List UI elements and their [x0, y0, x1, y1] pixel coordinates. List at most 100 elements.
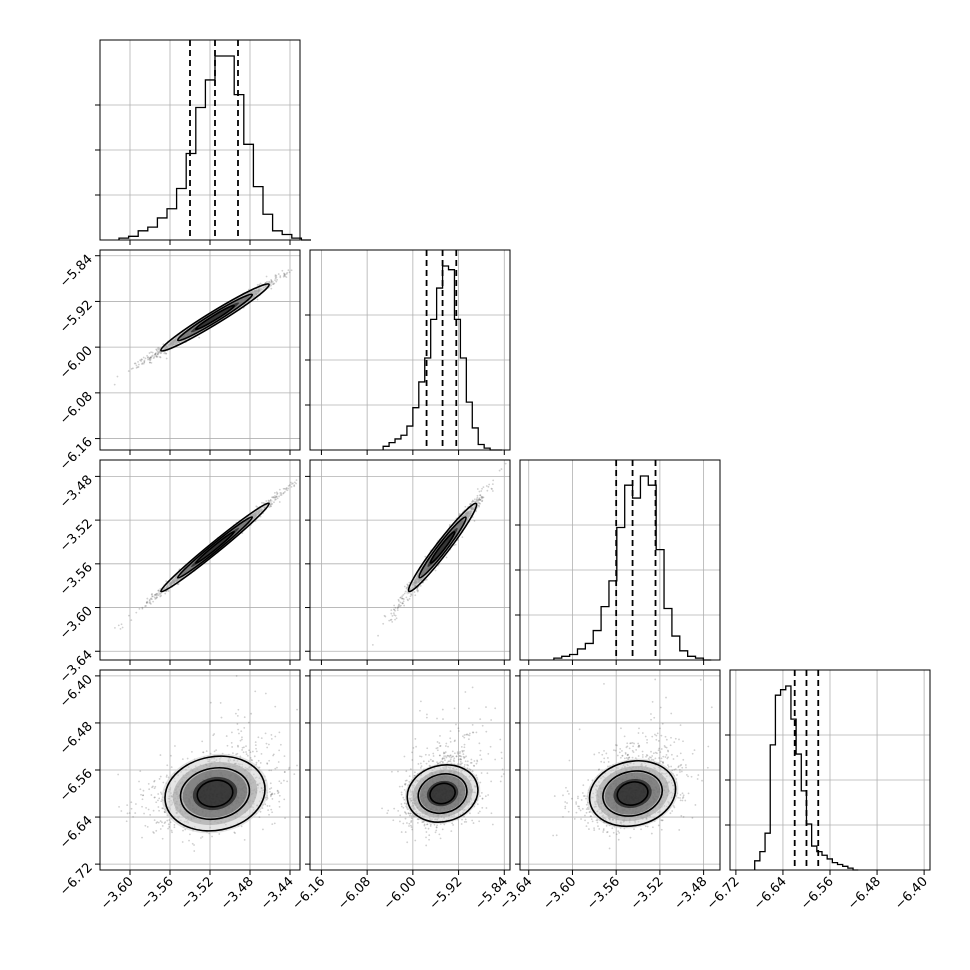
sample-point: [401, 597, 404, 600]
sample-point: [271, 792, 274, 795]
sample-point: [141, 363, 143, 365]
sample-point: [148, 601, 151, 604]
sample-point: [255, 747, 257, 750]
sample-point: [218, 833, 221, 835]
sample-point: [304, 474, 306, 476]
sample-point: [144, 605, 147, 607]
sample-point: [256, 298, 259, 301]
sample-point: [259, 515, 262, 518]
sample-point: [167, 590, 170, 593]
sample-point: [270, 505, 272, 508]
sample-point: [308, 260, 310, 262]
sample-point: [454, 543, 457, 546]
sample-point: [220, 716, 223, 719]
sample-point: [276, 493, 279, 496]
sample-point: [149, 356, 152, 359]
sample-point: [274, 277, 277, 280]
sample-point: [148, 352, 151, 354]
sample-point: [479, 498, 482, 501]
sample-point: [476, 499, 478, 501]
sample-point: [271, 793, 274, 796]
sample-point: [198, 336, 201, 339]
sample-point: [479, 494, 481, 497]
sample-point: [285, 487, 288, 489]
sample-point: [500, 468, 503, 470]
sample-point: [295, 479, 298, 482]
sample-point: [282, 487, 285, 490]
sample-point: [209, 701, 212, 704]
sample-point: [479, 499, 482, 501]
panel-content: [100, 670, 300, 870]
sample-point: [148, 361, 151, 364]
sample-point: [120, 810, 123, 812]
sample-point: [134, 362, 137, 365]
sample-point: [471, 501, 473, 503]
sample-point: [285, 276, 288, 279]
sample-point: [236, 714, 239, 717]
sample-point: [384, 615, 387, 618]
sample-point: [277, 791, 280, 794]
sample-point: [286, 271, 289, 274]
sample-point: [480, 495, 483, 498]
sample-point: [305, 261, 307, 263]
sample-point: [156, 353, 159, 356]
sample-point: [416, 589, 418, 592]
sample-point: [481, 487, 483, 490]
density-contour: [194, 530, 236, 564]
sample-point: [283, 274, 286, 277]
sample-point: [161, 807, 164, 810]
sample-point: [293, 484, 296, 487]
sample-point: [152, 357, 155, 360]
sample-point: [171, 831, 173, 834]
sample-point: [260, 752, 263, 755]
sample-point: [413, 591, 416, 593]
sample-point: [240, 825, 243, 828]
sample-point: [490, 487, 493, 490]
sample-point: [141, 362, 144, 365]
sample-point: [274, 275, 277, 278]
sample-point: [398, 605, 401, 608]
sample-point: [394, 606, 397, 609]
sample-point: [301, 265, 303, 267]
sample-point: [282, 492, 285, 495]
sample-point: [154, 353, 157, 355]
histogram-panel-3: −6.72 −6.64 −6.56 −6.48 −6.40: [704, 669, 931, 913]
sample-point: [135, 803, 137, 805]
sample-point: [478, 490, 481, 493]
sample-point: [155, 822, 158, 824]
sample-point: [242, 751, 245, 754]
sample-point: [148, 357, 151, 360]
sample-point: [211, 835, 213, 838]
sample-point: [278, 488, 281, 491]
sample-point: [275, 276, 278, 279]
sample-point: [150, 361, 153, 364]
sample-point: [414, 594, 417, 597]
sample-point: [128, 614, 130, 617]
sample-point: [488, 483, 491, 486]
sample-point: [201, 740, 204, 743]
sample-point: [291, 482, 294, 485]
sample-point: [126, 812, 129, 815]
sample-point: [293, 485, 296, 488]
sample-point: [278, 731, 281, 734]
sample-point: [283, 779, 285, 782]
sample-point: [159, 356, 161, 358]
sample-point: [157, 346, 160, 349]
sample-point: [138, 780, 140, 783]
sample-point: [149, 357, 152, 359]
sample-point: [274, 496, 277, 498]
sample-point: [461, 536, 464, 539]
sample-point: [399, 601, 402, 604]
sample-point: [275, 274, 278, 277]
y-tick-label: −3.48: [57, 473, 96, 512]
sample-point: [271, 811, 274, 814]
sample-point: [249, 757, 252, 759]
sample-point: [270, 287, 273, 290]
sample-point: [476, 496, 479, 499]
sample-point: [168, 819, 171, 821]
sample-point: [146, 597, 149, 600]
sample-point: [478, 497, 481, 500]
sample-point: [304, 471, 306, 473]
sample-point: [265, 275, 268, 278]
sample-point: [377, 634, 379, 637]
